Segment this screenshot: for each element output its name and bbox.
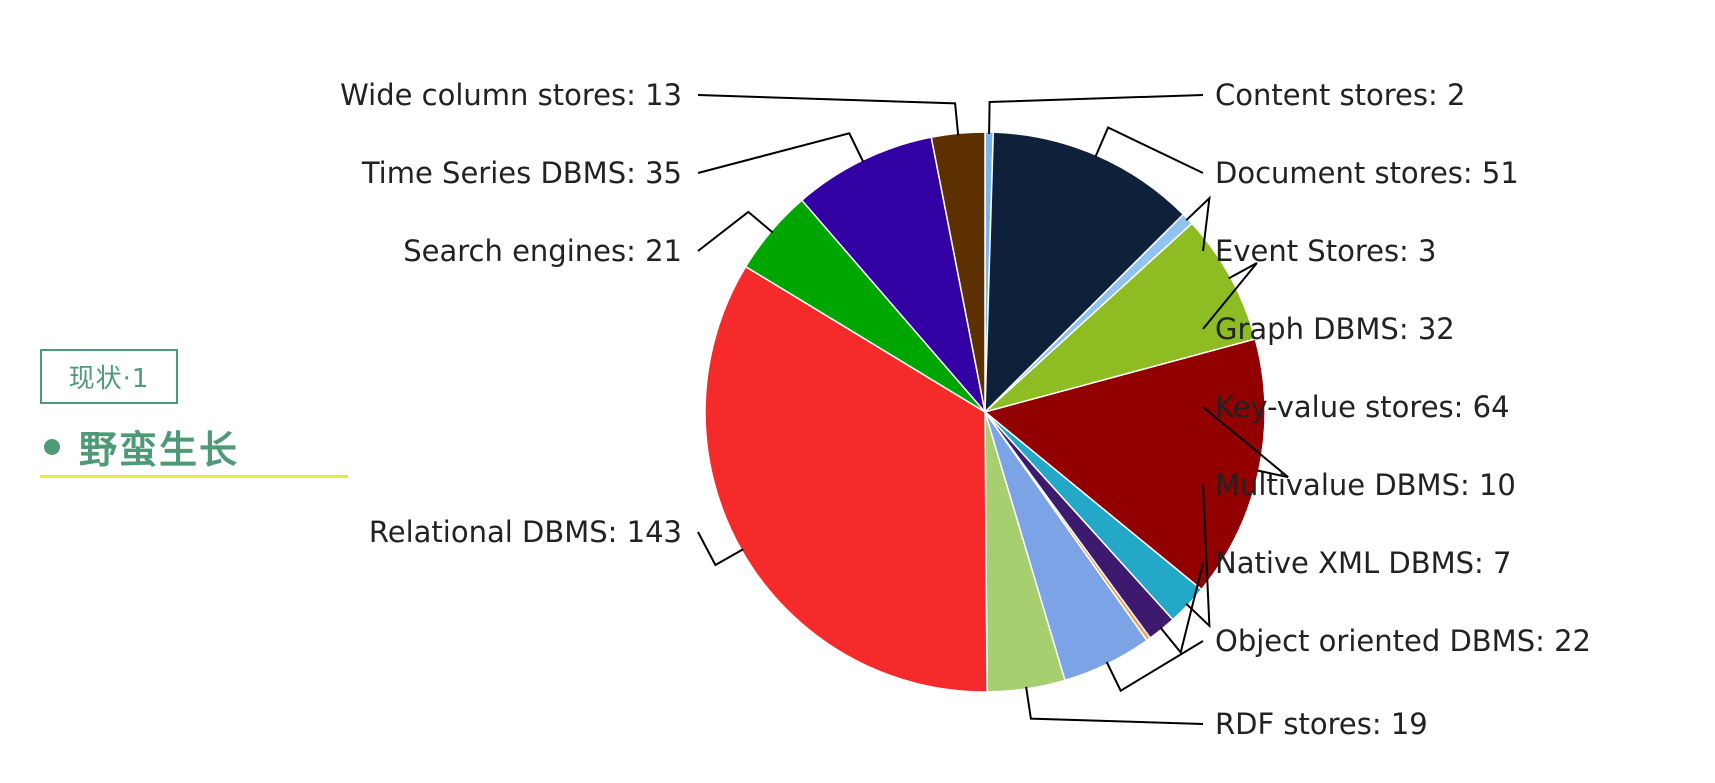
slice-label-time-series-dbms: Time Series DBMS: 35 bbox=[361, 156, 682, 190]
slice-label-graph-dbms: Graph DBMS: 32 bbox=[1215, 312, 1455, 346]
heading-bullet-icon bbox=[44, 438, 60, 455]
pie-labels: Content stores: 2 Document stores: 51 Even… bbox=[340, 78, 1591, 741]
leader-line-time-series-dbms bbox=[697, 132, 865, 174]
leader-line-search-engines bbox=[697, 210, 774, 252]
slice-label-event-stores: Event Stores: 3 bbox=[1215, 234, 1437, 268]
slice-label-native-xml-dbms: Native XML DBMS: 7 bbox=[1215, 546, 1511, 580]
pie-slices bbox=[704, 131, 1266, 693]
slice-label-document-stores: Document stores: 51 bbox=[1215, 156, 1519, 190]
slice-label-multivalue-dbms: Multivalue DBMS: 10 bbox=[1215, 468, 1516, 502]
leader-line-document-stores bbox=[1094, 126, 1204, 174]
slide-tag: 现状·1 bbox=[40, 349, 178, 404]
slice-label-rdf-stores: RDF stores: 19 bbox=[1215, 707, 1428, 741]
slice-label-content-stores: Content stores: 2 bbox=[1215, 78, 1465, 112]
leader-line-multivalue-dbms bbox=[1185, 484, 1211, 629]
leader-line-content-stores bbox=[988, 94, 1204, 135]
slice-label-key-value-stores: Key-value stores: 64 bbox=[1215, 390, 1510, 424]
leader-line-object-oriented-dbms bbox=[1105, 640, 1204, 693]
slide-heading: 野蛮生长 bbox=[40, 418, 348, 478]
slice-label-search-engines: Search engines: 21 bbox=[403, 234, 682, 268]
slice-label-wide-column-stores: Wide column stores: 13 bbox=[340, 78, 682, 112]
leader-line-rdf-stores bbox=[1025, 686, 1204, 725]
leader-line-relational-dbms bbox=[697, 531, 744, 567]
leader-line-event-stores bbox=[1185, 195, 1211, 252]
pie-leader-lines bbox=[697, 94, 1289, 725]
heading-text: 野蛮生长 bbox=[79, 428, 240, 472]
leader-line-graph-dbms bbox=[1202, 262, 1258, 330]
slice-label-object-oriented-dbms: Object oriented DBMS: 22 bbox=[1215, 624, 1591, 658]
leader-line-wide-column-stores bbox=[697, 94, 960, 136]
leader-line-native-xml-dbms bbox=[1159, 562, 1204, 655]
leader-line-key-value-stores bbox=[1202, 406, 1289, 479]
slice-label-relational-dbms: Relational DBMS: 143 bbox=[369, 515, 682, 549]
